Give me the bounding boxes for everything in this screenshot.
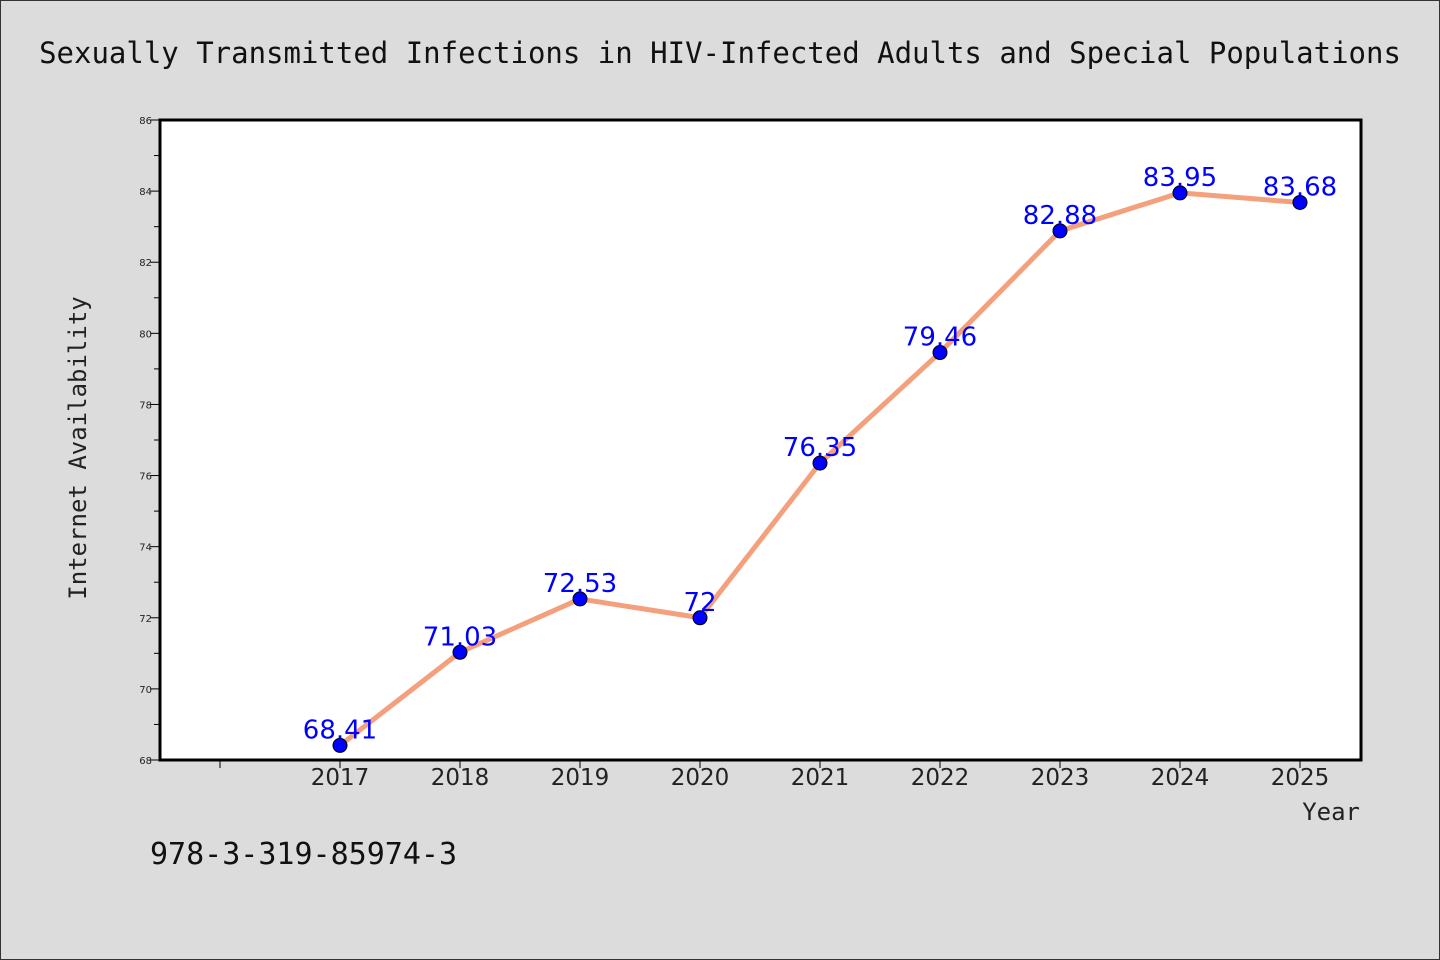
chart-title: Sexually Transmitted Infections in HIV-I… [39, 36, 1401, 70]
data-point [572, 591, 588, 607]
data-point [452, 644, 468, 660]
data-label: 83.95 [1143, 163, 1217, 193]
x-axis-label: Year [1302, 798, 1360, 826]
x-tick-label: 2017 [311, 765, 370, 791]
x-tick-label: 2025 [1271, 765, 1330, 791]
y-tick-label: 68 [139, 756, 152, 767]
y-tick-label: 70 [139, 685, 152, 696]
y-tick-label: 78 [139, 400, 152, 411]
x-tick-label: 2018 [431, 765, 490, 791]
data-point [1292, 194, 1308, 210]
isbn-footnote: 978-3-319-85974-3 [150, 837, 457, 872]
y-tick-label: 74 [139, 543, 152, 554]
y-tick-label: 80 [139, 329, 152, 340]
data-label: 83.68 [1263, 172, 1337, 202]
y-tick-label: 76 [139, 472, 152, 483]
data-point [1172, 185, 1188, 201]
x-axis: 2017 2018 2019 2020 2021 2022 2023 2024 2025 [219, 760, 1330, 791]
data-label: 72.53 [543, 569, 617, 599]
plot-area [158, 118, 1363, 762]
data-label: 71.03 [423, 622, 497, 652]
y-tick-label: 72 [139, 614, 152, 625]
x-tick-label: 2024 [1151, 765, 1210, 791]
y-tick-label: 82 [139, 258, 152, 269]
x-tick-label: 2023 [1031, 765, 1090, 791]
data-label: 79.46 [903, 323, 977, 353]
x-tick-label: 2021 [791, 765, 850, 791]
data-point [812, 455, 828, 471]
y-tick-label: 84 [139, 187, 152, 198]
y-axis-label: Internet Availability [64, 296, 92, 599]
y-tick-label: 86 [139, 116, 152, 127]
x-tick-label: 2019 [551, 765, 610, 791]
data-label: 76.35 [783, 433, 857, 463]
x-tick-label: 2020 [671, 765, 730, 791]
data-point [932, 345, 948, 361]
data-label: 68.41 [303, 715, 377, 745]
data-point [332, 737, 348, 753]
y-axis: 68 70 72 74 76 78 80 82 84 86 [139, 116, 160, 767]
data-point [1052, 223, 1068, 239]
data-point [692, 610, 708, 626]
data-label: 72 [683, 588, 716, 618]
data-label: 82.88 [1023, 201, 1097, 231]
series-layer: 68.41 71.03 72.53 72 76.35 79.46 82.88 83.95 83.… [303, 163, 1337, 753]
x-tick-label: 2022 [911, 765, 970, 791]
